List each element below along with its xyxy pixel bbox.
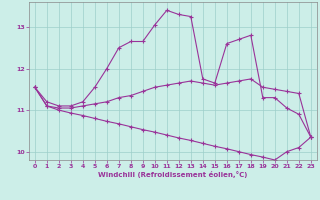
X-axis label: Windchill (Refroidissement éolien,°C): Windchill (Refroidissement éolien,°C) (98, 171, 247, 178)
